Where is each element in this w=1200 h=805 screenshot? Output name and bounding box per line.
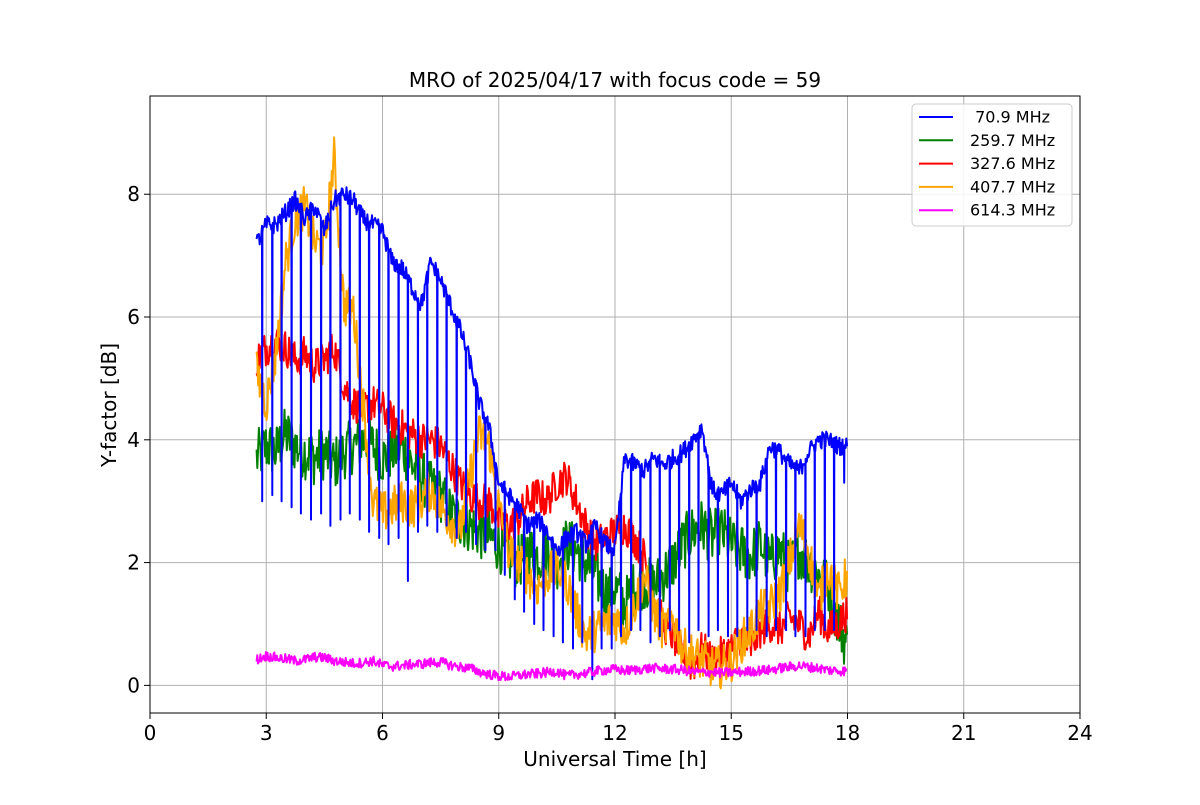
x-tick-label: 0 [144, 721, 157, 745]
y-tick-label: 2 [127, 551, 140, 575]
x-tick-label: 9 [492, 721, 505, 745]
y-tick-label: 6 [127, 305, 140, 329]
x-axis-label: Universal Time [h] [523, 747, 706, 771]
legend-label: 327.6 MHz [970, 154, 1055, 173]
x-tick-label: 18 [835, 721, 860, 745]
y-tick-label: 0 [127, 673, 140, 697]
legend-label: 70.9 MHz [970, 108, 1050, 127]
y-tick-label: 8 [127, 182, 140, 206]
x-tick-label: 21 [951, 721, 976, 745]
chart-title: MRO of 2025/04/17 with focus code = 59 [409, 68, 821, 92]
x-tick-label: 3 [260, 721, 273, 745]
x-tick-label: 6 [376, 721, 389, 745]
y-axis-label: Y-factor [dB] [97, 343, 121, 468]
legend-label: 259.7 MHz [970, 131, 1055, 150]
legend: 70.9 MHz 259.7 MHz 327.6 MHz 407.7 MHz 614.3… [912, 104, 1072, 226]
x-tick-label: 12 [602, 721, 627, 745]
legend-label: 407.7 MHz [970, 177, 1055, 196]
x-tick-label: 24 [1067, 721, 1092, 745]
x-tick-label: 15 [719, 721, 744, 745]
y-tick-label: 4 [127, 428, 140, 452]
legend-label: 614.3 MHz [970, 201, 1055, 220]
